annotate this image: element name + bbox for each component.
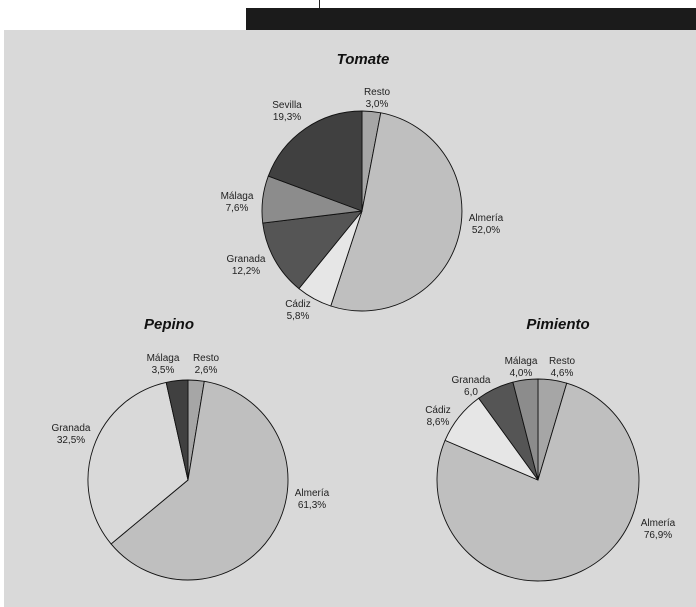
slice-name: Resto bbox=[193, 353, 220, 364]
pie-slice-tomate-3 bbox=[262, 210, 363, 290]
slice-value: 12,2% bbox=[232, 266, 260, 277]
top-tick-line bbox=[319, 0, 320, 14]
pie-slice-pimiento-4 bbox=[512, 378, 539, 481]
slice-value: 3,5% bbox=[152, 365, 175, 376]
slice-name: Almería bbox=[469, 213, 504, 224]
slice-name: Almería bbox=[641, 518, 676, 529]
pimiento-pie bbox=[436, 378, 640, 582]
header-bar bbox=[246, 8, 696, 30]
tomate-title: Tomate bbox=[337, 51, 390, 68]
slice-name: Málaga bbox=[505, 356, 538, 367]
slice-label-pimiento-1: Almería 76,9% bbox=[641, 518, 676, 541]
slice-value: 7,6% bbox=[226, 203, 249, 214]
slice-value: 5,8% bbox=[287, 311, 310, 322]
slice-value: 3,0% bbox=[366, 99, 389, 110]
slice-name: Cádiz bbox=[425, 405, 451, 416]
pie-slice-tomate-1 bbox=[330, 112, 463, 312]
slice-label-pepino-0: Resto 2,6% bbox=[193, 353, 220, 376]
pepino-pie bbox=[87, 379, 289, 581]
slice-name: Málaga bbox=[221, 191, 254, 202]
slice-label-pepino-2: Granada 32,5% bbox=[52, 423, 91, 446]
slice-label-pepino-1: Almería 61,3% bbox=[295, 488, 330, 511]
pimiento-title: Pimiento bbox=[526, 316, 589, 333]
slice-value: 61,3% bbox=[298, 500, 326, 511]
slice-value: 32,5% bbox=[57, 435, 85, 446]
slice-name: Sevilla bbox=[272, 100, 302, 111]
slice-value: 2,6% bbox=[195, 365, 218, 376]
slice-value: 6,0 bbox=[464, 387, 478, 398]
pie-slice-pepino-1 bbox=[110, 380, 289, 581]
slice-label-tomate-0: Resto 3,0% bbox=[364, 87, 391, 110]
slice-name: Granada bbox=[227, 254, 266, 265]
pie-slice-pepino-2 bbox=[87, 381, 189, 545]
slice-value: 76,9% bbox=[644, 530, 672, 541]
slice-label-pimiento-4: Málaga 4,0% bbox=[505, 356, 538, 379]
slice-label-tomate-3: Granada 12,2% bbox=[227, 254, 266, 277]
slice-name: Málaga bbox=[147, 353, 180, 364]
pie-slice-tomate-5 bbox=[267, 110, 363, 212]
slice-value: 19,3% bbox=[273, 112, 301, 123]
pepino-title: Pepino bbox=[144, 316, 194, 333]
slice-name: Granada bbox=[452, 375, 491, 386]
slice-label-tomate-2: Cádiz 5,8% bbox=[285, 299, 311, 322]
slice-name: Resto bbox=[549, 356, 576, 367]
slice-label-tomate-5: Sevilla 19,3% bbox=[272, 100, 302, 123]
slice-label-pimiento-3: Granada 6,0 bbox=[452, 375, 491, 398]
slice-value: 8,6% bbox=[427, 417, 450, 428]
slice-name: Resto bbox=[364, 87, 391, 98]
pie-slice-pimiento-1 bbox=[436, 382, 640, 582]
slice-label-pepino-3: Málaga 3,5% bbox=[147, 353, 180, 376]
slice-label-pimiento-2: Cádiz 8,6% bbox=[425, 405, 451, 428]
slice-name: Granada bbox=[52, 423, 91, 434]
slice-name: Almería bbox=[295, 488, 330, 499]
slice-label-pimiento-0: Resto 4,6% bbox=[549, 356, 576, 379]
pie-slice-pepino-3 bbox=[165, 379, 189, 481]
tomate-pie bbox=[261, 110, 463, 312]
slice-value: 4,6% bbox=[551, 368, 574, 379]
slice-label-tomate-4: Málaga 7,6% bbox=[221, 191, 254, 214]
slice-label-tomate-1: Almería 52,0% bbox=[469, 213, 504, 236]
slice-value: 52,0% bbox=[472, 225, 500, 236]
slice-value: 4,0% bbox=[510, 368, 533, 379]
slice-name: Cádiz bbox=[285, 299, 311, 310]
